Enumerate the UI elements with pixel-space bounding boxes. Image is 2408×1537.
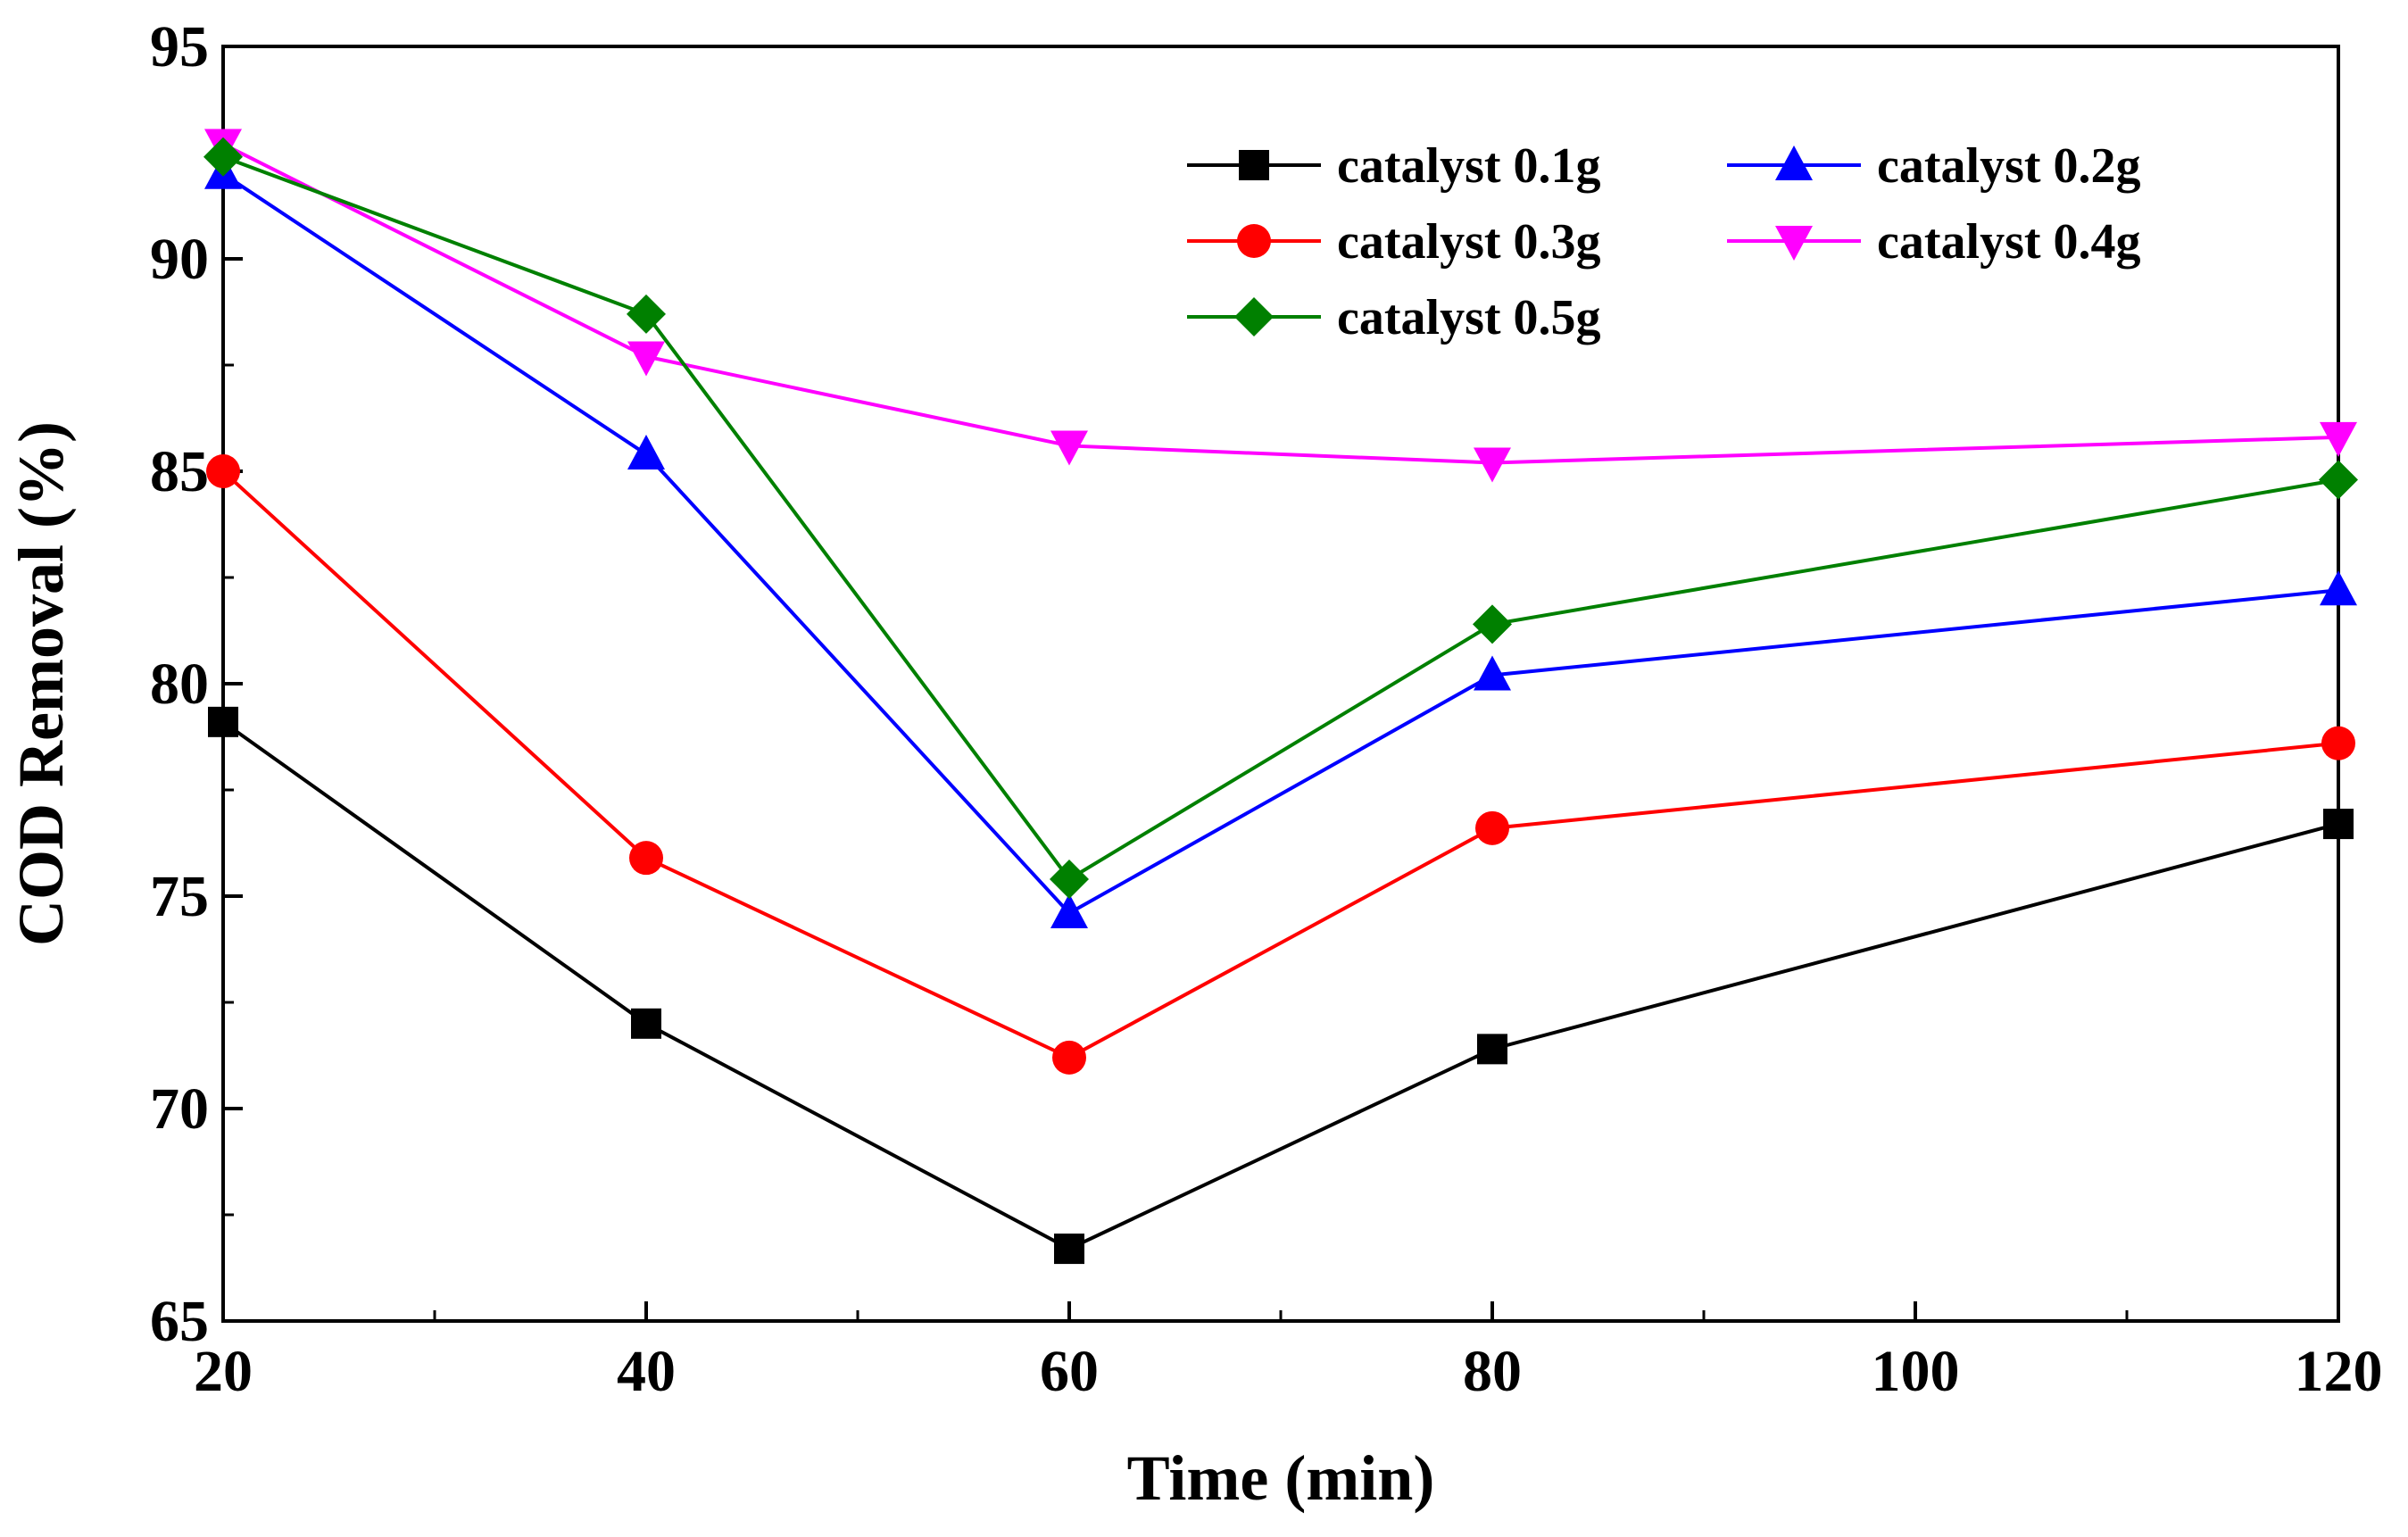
legend-label: catalyst 0.5g — [1337, 290, 1601, 345]
y-axis: 65 70 75 80 85 90 95 — [150, 14, 243, 1354]
x-axis: 20 40 60 80 100 120 — [194, 1301, 2383, 1404]
data-point — [208, 706, 238, 737]
x-tick-label: 100 — [1872, 1339, 1960, 1404]
data-point — [627, 294, 666, 334]
data-point — [1050, 859, 1089, 899]
series-catalyst-0-5g — [203, 137, 2358, 899]
legend-item: catalyst 0.5g — [1187, 290, 1601, 345]
data-point — [1474, 447, 1511, 483]
data-point — [1054, 1234, 1084, 1265]
data-point — [1050, 430, 1088, 466]
y-tick-label: 75 — [150, 864, 209, 929]
x-tick-label: 80 — [1463, 1339, 1522, 1404]
data-point — [1474, 655, 1511, 691]
legend-label: catalyst 0.4g — [1877, 214, 2141, 270]
series-catalyst-0-4g — [204, 129, 2357, 483]
data-point — [629, 841, 663, 876]
legend-marker — [1239, 150, 1269, 180]
x-axis-title: Time (min) — [1127, 1442, 1435, 1514]
series-catalyst-0-1g — [208, 706, 2354, 1265]
data-point — [2319, 460, 2358, 500]
data-point — [206, 454, 240, 488]
data-point — [1052, 1040, 1086, 1075]
data-point — [631, 1008, 661, 1039]
data-point — [2320, 421, 2357, 457]
legend-marker — [1775, 226, 1813, 261]
y-tick-label: 95 — [150, 14, 209, 79]
legend-label: catalyst 0.1g — [1337, 138, 1601, 194]
legend-label: catalyst 0.2g — [1877, 138, 2141, 194]
y-tick-label: 65 — [150, 1289, 209, 1354]
data-point — [627, 434, 665, 469]
data-point — [2321, 726, 2355, 760]
data-point — [2323, 809, 2354, 840]
legend: catalyst 0.1g catalyst 0.2g catalyst 0.3g c… — [1187, 138, 2141, 345]
data-point — [1473, 604, 1512, 644]
series-layer — [203, 129, 2358, 1265]
legend-item: catalyst 0.2g — [1727, 138, 2141, 194]
series-line — [221, 469, 2339, 1060]
x-tick-label: 40 — [617, 1339, 676, 1404]
y-tick-label: 85 — [150, 439, 209, 504]
y-tick-label: 70 — [150, 1076, 209, 1142]
series-catalyst-0-3g — [206, 454, 2355, 1075]
x-tick-label: 20 — [194, 1339, 253, 1404]
legend-item: catalyst 0.1g — [1187, 138, 1601, 194]
data-point — [1475, 810, 1509, 845]
x-tick-label: 60 — [1040, 1339, 1099, 1404]
legend-marker — [1237, 224, 1271, 258]
legend-marker — [1775, 145, 1813, 180]
data-point — [203, 137, 243, 177]
series-line — [221, 172, 2339, 916]
y-axis-title: COD Removal (%) — [5, 421, 77, 946]
legend-marker — [1234, 297, 1274, 336]
legend-label: catalyst 0.3g — [1337, 214, 1601, 270]
legend-item: catalyst 0.4g — [1727, 214, 2141, 270]
series-line — [221, 720, 2339, 1251]
data-point — [1050, 893, 1088, 929]
data-point — [2320, 570, 2357, 606]
y-tick-label: 90 — [150, 227, 209, 292]
y-tick-label: 80 — [150, 652, 209, 717]
data-point — [627, 341, 665, 377]
data-point — [1477, 1034, 1507, 1065]
legend-item: catalyst 0.3g — [1187, 214, 1601, 270]
x-tick-label: 120 — [2295, 1339, 2383, 1404]
